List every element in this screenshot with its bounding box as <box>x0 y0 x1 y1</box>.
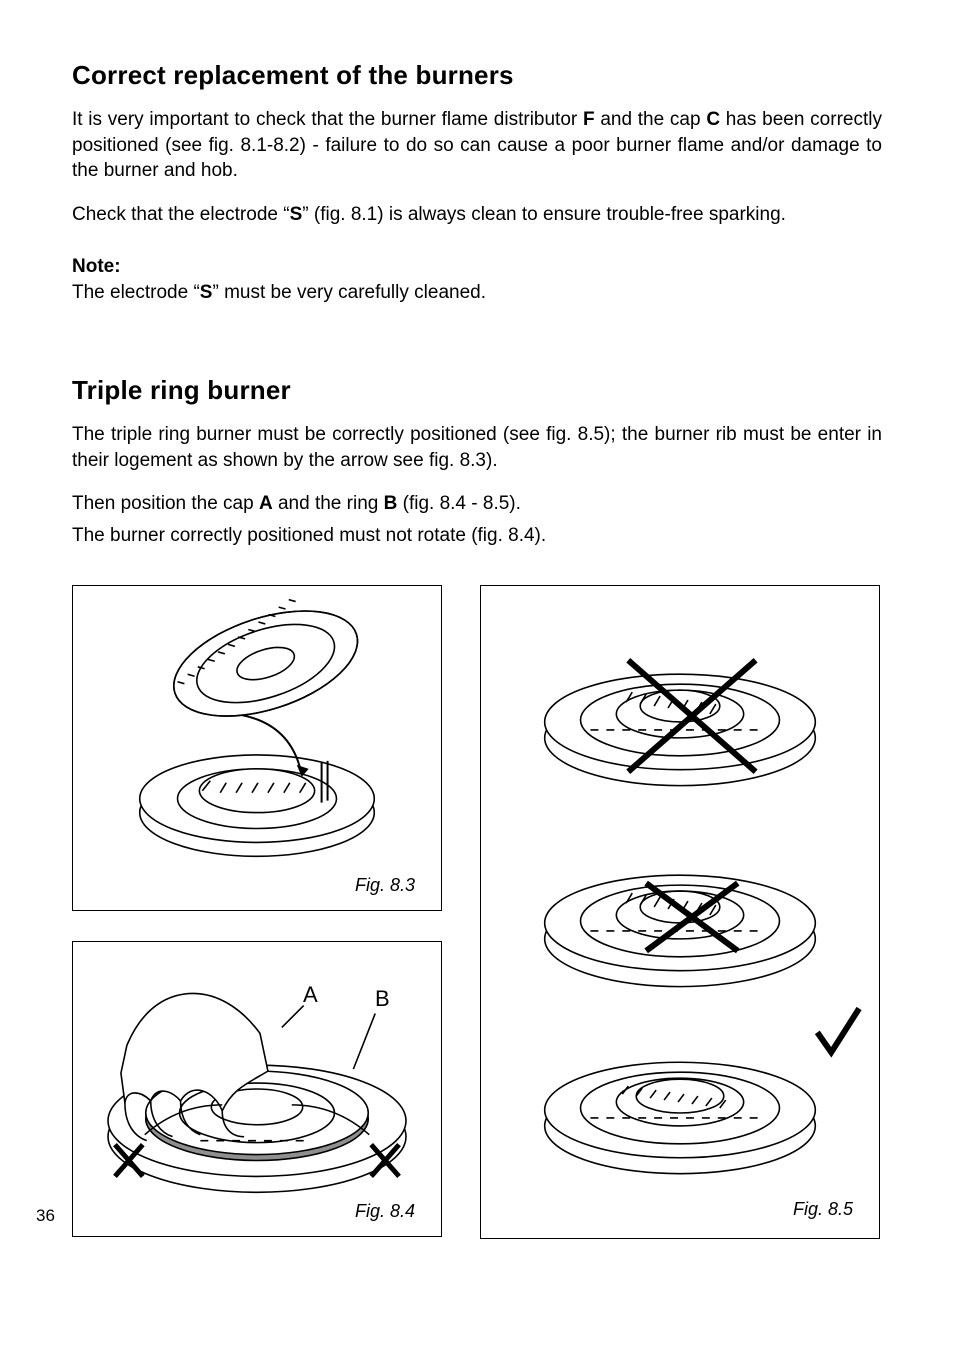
text-run: Then position the cap <box>72 493 259 514</box>
figure-8-3: Fig. 8.3 <box>72 585 442 911</box>
heading-correct-replacement: Correct replacement of the burners <box>72 60 882 91</box>
text-run: and the cap <box>595 109 707 130</box>
figures-row: Fig. 8.3 <box>72 585 882 1239</box>
para-burner-position: It is very important to check that the b… <box>72 107 882 184</box>
figure-8-5: Fig. 8.5 <box>480 585 880 1239</box>
para-cap-ring: Then position the cap A and the ring B (… <box>72 491 882 517</box>
note-body: The electrode “S” must be very carefully… <box>72 280 882 306</box>
text-run: The electrode “ <box>72 282 200 303</box>
callout-label-A: A <box>303 982 318 1008</box>
figure-8-3-illustration <box>73 586 441 910</box>
figure-8-5-caption: Fig. 8.5 <box>793 1199 853 1220</box>
figure-8-3-caption: Fig. 8.3 <box>355 875 415 896</box>
figure-8-4-caption: Fig. 8.4 <box>355 1201 415 1222</box>
figure-8-5-illustration <box>481 586 879 1238</box>
para-electrode-check: Check that the electrode “S” (fig. 8.1) … <box>72 202 882 228</box>
label-S: S <box>290 204 303 225</box>
text-run: (fig. 8.4 - 8.5). <box>397 493 521 514</box>
label-F: F <box>583 109 595 130</box>
callout-label-B: B <box>375 986 390 1012</box>
label-S: S <box>200 282 213 303</box>
para-no-rotate: The burner correctly positioned must not… <box>72 523 882 549</box>
page-number: 36 <box>36 1206 55 1226</box>
figure-8-4: A B Fig. 8.4 <box>72 941 442 1237</box>
para-triple-ring-position: The triple ring burner must be correctly… <box>72 422 882 473</box>
text-run: ” (fig. 8.1) is always clean to ensure t… <box>302 204 786 225</box>
label-A: A <box>259 493 273 514</box>
text-run: ” must be very carefully cleaned. <box>212 282 486 303</box>
text-run: Check that the electrode “ <box>72 204 290 225</box>
label-C: C <box>706 109 720 130</box>
manual-page: Correct replacement of the burners It is… <box>0 0 954 1352</box>
text-run: It is very important to check that the b… <box>72 109 583 130</box>
heading-triple-ring: Triple ring burner <box>72 375 882 406</box>
text-run: and the ring <box>273 493 384 514</box>
label-B: B <box>384 493 398 514</box>
note-label: Note: <box>72 256 882 278</box>
